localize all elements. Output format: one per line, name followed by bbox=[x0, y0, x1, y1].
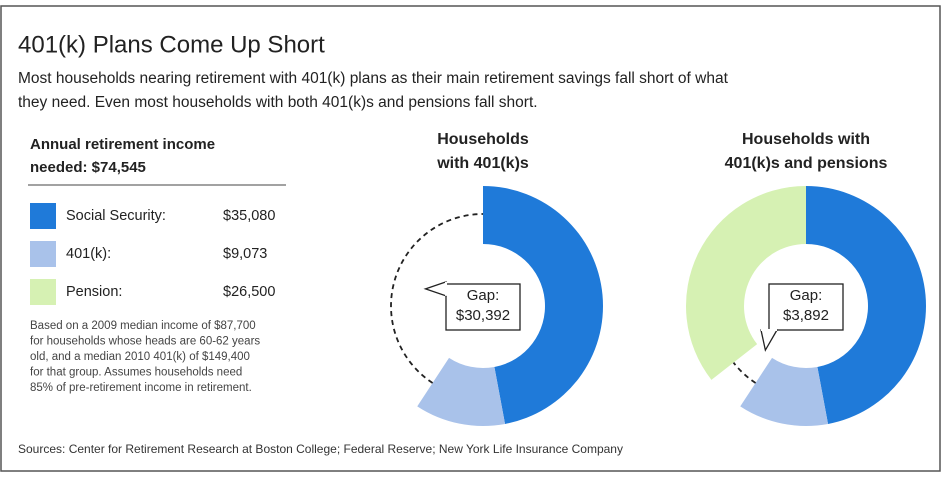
legend-label: Pension: bbox=[66, 284, 122, 300]
gap-title: Gap: bbox=[790, 287, 823, 304]
donut-segment bbox=[483, 186, 604, 424]
legend-value: $35,080 bbox=[223, 208, 275, 224]
gap-label: $30,392 bbox=[456, 307, 510, 324]
donut-segment bbox=[417, 357, 506, 427]
callout-box bbox=[768, 283, 844, 331]
legend-swatch bbox=[30, 241, 56, 267]
chart-title: 401(k) Plans Come Up Short bbox=[18, 31, 325, 58]
legend-heading: needed: $74,545 bbox=[30, 159, 146, 176]
callout-box bbox=[445, 283, 521, 331]
note: for households whose heads are 60-62 yea… bbox=[30, 336, 260, 348]
donut-segment bbox=[806, 186, 927, 424]
donut-segment bbox=[740, 357, 829, 427]
frame bbox=[0, 5, 941, 472]
donut-title: Households bbox=[437, 131, 529, 148]
note: Based on a 2009 median income of $87,700 bbox=[30, 320, 256, 332]
donut-title: 401(k)s and pensions bbox=[725, 155, 888, 172]
donut-title: with 401(k)s bbox=[436, 155, 529, 172]
callout-tail bbox=[760, 329, 779, 352]
donut-segment bbox=[686, 186, 806, 380]
note: old, and a median 2010 401(k) of $149,40… bbox=[30, 351, 250, 363]
legend-value: $9,073 bbox=[223, 246, 267, 262]
donut-title: Households with bbox=[742, 131, 870, 148]
subtitle: Most households nearing retirement with … bbox=[18, 70, 729, 87]
legend-swatch bbox=[30, 203, 56, 229]
legend-label: Social Security: bbox=[66, 208, 166, 224]
legend-label: 401(k): bbox=[66, 246, 111, 262]
callout-tail bbox=[423, 280, 447, 297]
note: 85% of pre-retirement income in retireme… bbox=[30, 382, 252, 394]
legend-value: $26,500 bbox=[223, 284, 275, 300]
gap-label: $3,892 bbox=[783, 307, 829, 324]
gap-arc bbox=[390, 213, 484, 384]
subtitle: they need. Even most households with bot… bbox=[18, 94, 538, 111]
source: Sources: Center for Retirement Research … bbox=[18, 442, 623, 456]
legend-heading: Annual retirement income bbox=[30, 136, 215, 153]
gap-title: Gap: bbox=[467, 287, 500, 304]
gap-arc bbox=[732, 362, 757, 384]
legend-swatch bbox=[30, 279, 56, 305]
note: for that group. Assumes households need bbox=[30, 367, 242, 379]
